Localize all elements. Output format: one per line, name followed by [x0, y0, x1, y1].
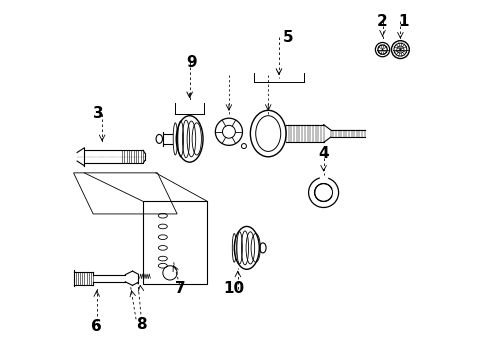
Text: 2: 2 [377, 14, 388, 28]
Bar [143, 202, 207, 284]
Text: 4: 4 [318, 146, 329, 161]
Text: 3: 3 [93, 107, 104, 121]
Text: 7: 7 [175, 282, 186, 296]
Text: 1: 1 [399, 14, 409, 28]
Text: 10: 10 [224, 282, 245, 296]
Text: 8: 8 [136, 317, 147, 332]
Text: 6: 6 [91, 319, 102, 334]
Text: 5: 5 [283, 30, 293, 45]
Text: 9: 9 [186, 55, 196, 69]
